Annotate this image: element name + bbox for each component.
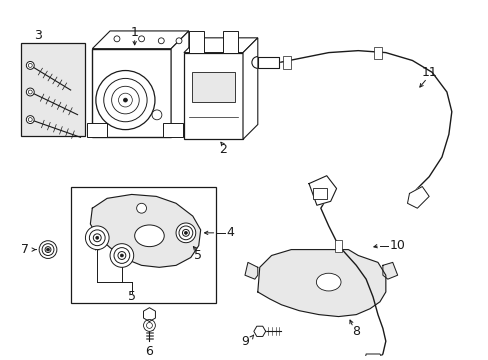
Text: 10: 10 <box>389 239 405 252</box>
Ellipse shape <box>316 273 340 291</box>
Circle shape <box>26 62 34 69</box>
Circle shape <box>118 252 125 260</box>
Circle shape <box>120 254 123 257</box>
Polygon shape <box>257 57 279 68</box>
Polygon shape <box>257 249 385 316</box>
Polygon shape <box>183 38 257 53</box>
Bar <box>373 47 381 59</box>
Circle shape <box>39 241 57 258</box>
Polygon shape <box>90 194 200 267</box>
Bar <box>191 72 235 102</box>
Text: 5: 5 <box>193 249 202 262</box>
Text: 7: 7 <box>21 243 29 256</box>
Circle shape <box>143 320 155 331</box>
Circle shape <box>114 36 120 42</box>
Circle shape <box>96 236 99 239</box>
Circle shape <box>46 248 49 251</box>
Polygon shape <box>382 262 397 279</box>
Circle shape <box>28 63 32 67</box>
Circle shape <box>184 231 187 234</box>
Circle shape <box>93 234 101 242</box>
Circle shape <box>176 38 182 44</box>
Circle shape <box>123 98 127 102</box>
Bar <box>163 122 183 137</box>
Text: 9: 9 <box>241 335 248 348</box>
Text: 8: 8 <box>351 325 360 338</box>
Circle shape <box>136 203 146 213</box>
Circle shape <box>146 323 152 328</box>
Bar <box>223 31 238 53</box>
Polygon shape <box>308 176 336 205</box>
Circle shape <box>26 116 34 123</box>
Circle shape <box>26 88 34 96</box>
Bar <box>92 49 171 137</box>
Bar <box>87 122 107 137</box>
Circle shape <box>138 36 144 42</box>
Text: 1: 1 <box>130 26 138 39</box>
Bar <box>283 55 291 69</box>
Circle shape <box>45 247 51 253</box>
Bar <box>71 186 216 303</box>
Text: 4: 4 <box>226 226 234 239</box>
Circle shape <box>85 226 109 249</box>
Circle shape <box>182 229 189 236</box>
Polygon shape <box>243 38 257 139</box>
Circle shape <box>110 244 133 267</box>
Ellipse shape <box>134 225 164 247</box>
Polygon shape <box>143 308 155 321</box>
Circle shape <box>152 110 162 120</box>
Text: 11: 11 <box>421 66 436 79</box>
Polygon shape <box>253 326 265 337</box>
Text: 5: 5 <box>127 291 136 303</box>
Text: 3: 3 <box>34 30 42 42</box>
Bar <box>183 53 243 139</box>
Circle shape <box>28 90 32 94</box>
Polygon shape <box>92 31 188 49</box>
Circle shape <box>158 38 164 44</box>
Polygon shape <box>244 262 257 279</box>
Bar <box>21 43 85 136</box>
Polygon shape <box>407 186 428 208</box>
Bar <box>312 188 326 199</box>
Polygon shape <box>363 354 385 360</box>
Polygon shape <box>171 31 188 137</box>
Text: 2: 2 <box>219 143 227 156</box>
Circle shape <box>28 118 32 122</box>
Circle shape <box>176 223 195 243</box>
Bar <box>334 240 342 252</box>
Bar <box>188 31 203 53</box>
Text: 6: 6 <box>145 345 153 357</box>
